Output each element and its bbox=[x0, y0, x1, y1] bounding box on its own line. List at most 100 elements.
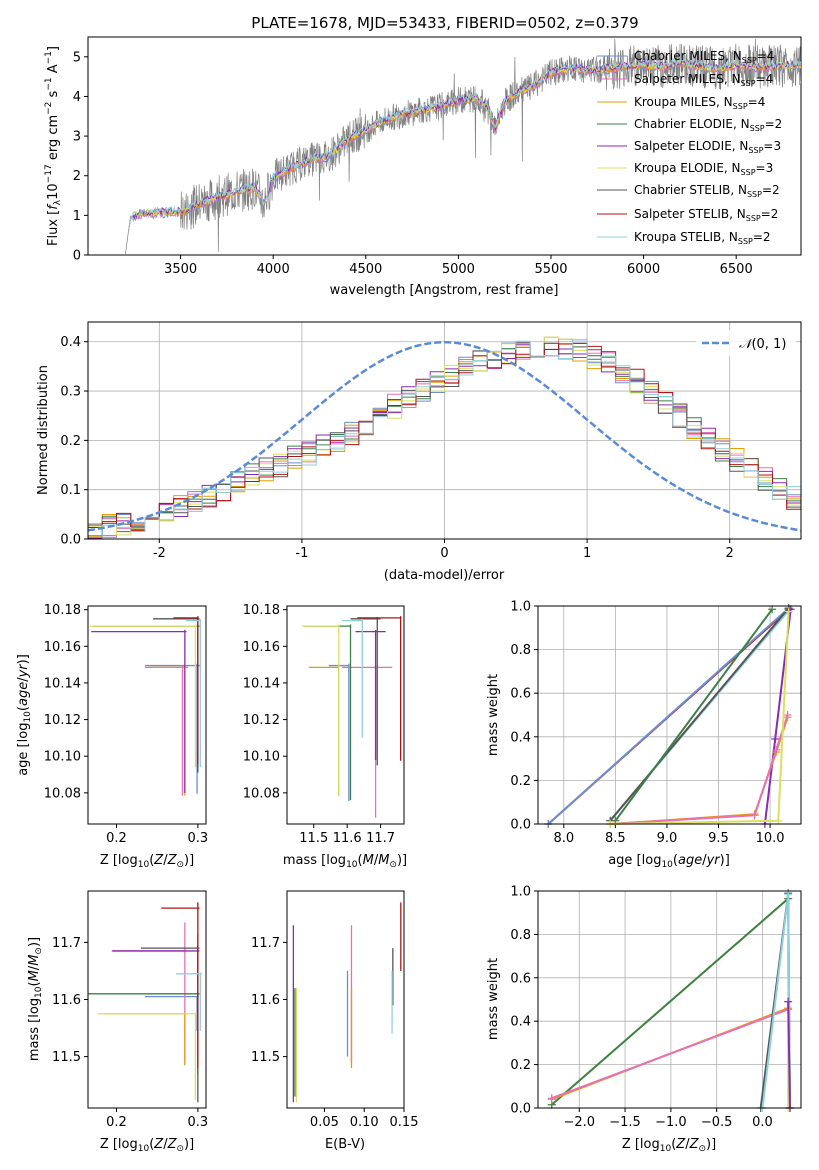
x-tick-label: −1.0 bbox=[655, 1115, 687, 1130]
residuals-plot: -2 -1 0 1 2 0.0 0.1 0.2 0.3 0.4 bbox=[60, 322, 802, 561]
massweight-vs-age-ylabel: mass weight bbox=[486, 674, 501, 756]
massweight-line-chabrier_stelib bbox=[609, 607, 790, 822]
massweight-vs-age-panel: 8.0 8.5 9.0 9.5 10.0 0.0 0.2 0.4 0.6 0.8 1.0 age [… bbox=[486, 600, 802, 870]
y-tick-label: 0.1 bbox=[60, 483, 81, 498]
y-tick-label: 10.16 bbox=[243, 640, 280, 655]
residuals-ylabel: Normed distribution bbox=[36, 365, 51, 495]
spectrum-ylabel: Flux [fλ10−17 erg cm−2 s−1 A−1] bbox=[44, 46, 63, 246]
x-tick-label: 0.15 bbox=[390, 1115, 419, 1130]
legend-entry-salpeter-elodie: Salpeter ELODIE, NSSP=3 bbox=[634, 139, 781, 155]
y-tick-label: 0.0 bbox=[60, 533, 81, 548]
legend-entry-kroupa-elodie: Kroupa ELODIE, NSSP=3 bbox=[634, 161, 773, 177]
y-tick-label: 10.18 bbox=[243, 603, 280, 618]
y-tick-label: 0.2 bbox=[510, 1058, 531, 1073]
mass-vs-z-plot: 0.2 0.3 11.5 11.6 11.7 bbox=[52, 902, 208, 1130]
legend-entry-salpeter-miles: Salpeter MILES, NSSP=4 bbox=[634, 72, 773, 88]
legend-entry-kroupa-miles: Kroupa MILES, NSSP=4 bbox=[634, 95, 765, 111]
y-tick-label: 10.18 bbox=[44, 603, 81, 618]
y-tick-label: 0.0 bbox=[510, 818, 531, 833]
x-tick-label: 1 bbox=[583, 546, 591, 561]
x-tick-label: 5000 bbox=[442, 262, 475, 277]
x-tick-label: 11.7 bbox=[366, 831, 395, 846]
massweight-vs-age-xlabel: age [log10(age/yr)] bbox=[608, 853, 730, 870]
model-spectrum-line bbox=[128, 60, 801, 230]
errorbar-group bbox=[292, 902, 402, 1103]
y-tick-label: 1.0 bbox=[510, 600, 531, 615]
massweight-vs-z-panel: −2.0 −1.5 −1.0 −0.5 0.0 0.0 0.2 0.4 0.6 0.8 1.0 Z … bbox=[486, 885, 802, 1154]
x-tick-label: 0.2 bbox=[106, 831, 127, 846]
x-tick-label: −0.5 bbox=[701, 1115, 733, 1130]
y-tick-label: 10.12 bbox=[243, 713, 280, 728]
age-vs-z-ylabel: age [log10(age/yr)] bbox=[16, 654, 33, 776]
x-tick-label: 0.2 bbox=[106, 1115, 127, 1130]
massweight-line-chabrier_miles bbox=[547, 607, 790, 825]
y-tick-label: 0.2 bbox=[60, 434, 81, 449]
age-vs-z-panel: 0.2 0.3 10.08 10.10 10.12 10.14 10.16 10.18 Z [… bbox=[16, 603, 208, 870]
mass-vs-z-panel: 0.2 0.3 11.5 11.6 11.7 Z [log10(Z/Z⊙)] mass … bbox=[27, 890, 208, 1154]
histogram-kroupa_stelib bbox=[88, 339, 801, 539]
x-tick-label: 0.3 bbox=[188, 831, 209, 846]
y-tick-label: 10.08 bbox=[243, 786, 280, 801]
spectrum-plot: 3500 4000 4500 5000 5500 6000 6500 0 1 2 3 4 5 bbox=[73, 38, 801, 277]
x-tick-label: 4000 bbox=[257, 262, 290, 277]
mass-vs-z-ylabel: mass [log10(M/M⊙)] bbox=[27, 937, 44, 1061]
x-tick-label: 4500 bbox=[349, 262, 382, 277]
x-tick-label: −2.0 bbox=[563, 1115, 595, 1130]
observed-spectrum-line bbox=[124, 38, 801, 255]
y-tick-label: 11.6 bbox=[251, 993, 280, 1008]
x-tick-label: 0.0 bbox=[752, 1115, 773, 1130]
residuals-legend: 𝒩(0, 1) bbox=[696, 330, 796, 356]
age-vs-z-xlabel: Z [log10(Z/Z⊙)] bbox=[100, 853, 194, 870]
residuals-panel: -2 -1 0 1 2 0.0 0.1 0.2 0.3 0.4 (data-model)/erro… bbox=[36, 321, 802, 583]
x-tick-label: 2 bbox=[726, 546, 734, 561]
spectrum-panel: 3500 4000 4500 5000 5500 6000 6500 0 1 2 3 4 5 wavel… bbox=[44, 36, 802, 298]
x-tick-label: 6000 bbox=[627, 262, 660, 277]
errorbar-group bbox=[88, 902, 202, 1103]
x-tick-label: 9.0 bbox=[657, 831, 678, 846]
legend-entry-salpeter-stelib: Salpeter STELIB, NSSP=2 bbox=[634, 207, 778, 223]
age-vs-mass-xlabel: mass [log10(M/M⊙)] bbox=[283, 853, 407, 870]
massweight-line-salpeter_miles bbox=[610, 714, 789, 825]
figure-title: PLATE=1678, MJD=53433, FIBERID=0502, z=0… bbox=[251, 14, 638, 32]
y-tick-label: 0.8 bbox=[510, 928, 531, 943]
x-tick-label: 9.5 bbox=[708, 831, 729, 846]
massweight-vs-z-ylabel: mass weight bbox=[486, 958, 501, 1040]
y-tick-label: 0.6 bbox=[510, 687, 531, 702]
legend-entry-chabrier-elodie: Chabrier ELODIE, NSSP=2 bbox=[634, 117, 782, 133]
x-tick-label: 11.6 bbox=[333, 831, 362, 846]
y-tick-label: 0.8 bbox=[510, 643, 531, 658]
y-tick-label: 0.3 bbox=[60, 385, 81, 400]
errorbar-group bbox=[302, 616, 402, 818]
legend-entry-kroupa-stelib: Kroupa STELIB, NSSP=2 bbox=[634, 230, 771, 246]
y-tick-label: 10.14 bbox=[44, 676, 81, 691]
y-tick-label: 0.6 bbox=[510, 971, 531, 986]
x-tick-label: 11.5 bbox=[299, 831, 328, 846]
x-tick-label: 0 bbox=[440, 546, 448, 561]
x-tick-label: 8.0 bbox=[553, 831, 574, 846]
massweight-vs-z-xlabel: Z [log10(Z/Z⊙)] bbox=[622, 1137, 716, 1154]
x-tick-label: −1.5 bbox=[609, 1115, 641, 1130]
y-tick-label: 10.10 bbox=[243, 750, 280, 765]
y-tick-label: 10.14 bbox=[243, 676, 280, 691]
y-tick-label: 0.4 bbox=[60, 335, 81, 350]
y-tick-label: 10.08 bbox=[44, 786, 81, 801]
y-tick-label: 4 bbox=[73, 90, 81, 105]
x-tick-label: -1 bbox=[295, 546, 308, 561]
x-tick-label: 6500 bbox=[720, 262, 753, 277]
normal-curve-line bbox=[87, 340, 802, 532]
errorbar-group bbox=[89, 616, 202, 796]
x-tick-label: 0.05 bbox=[310, 1115, 339, 1130]
y-tick-label: 10.16 bbox=[44, 640, 81, 655]
y-tick-label: 11.7 bbox=[251, 936, 280, 951]
x-tick-label: 10.0 bbox=[756, 831, 785, 846]
age-vs-mass-plot: 11.5 11.6 11.7 10.08 10.10 10.12 10.14 10.16 10.… bbox=[243, 603, 402, 846]
massweight-vs-age-plot: 8.0 8.5 9.0 9.5 10.0 0.0 0.2 0.4 0.6 0.8 1.0 bbox=[510, 600, 801, 846]
massweight-line-salpeter_miles bbox=[551, 1008, 789, 1100]
mass-vs-z-xlabel: Z [log10(Z/Z⊙)] bbox=[100, 1137, 194, 1154]
y-tick-label: 1.0 bbox=[510, 885, 531, 900]
y-tick-label: 0.0 bbox=[510, 1102, 531, 1117]
y-tick-label: 11.7 bbox=[52, 936, 81, 951]
model-spectrum-line bbox=[128, 57, 801, 230]
massweight-line-chabrier_elodie bbox=[614, 608, 773, 822]
